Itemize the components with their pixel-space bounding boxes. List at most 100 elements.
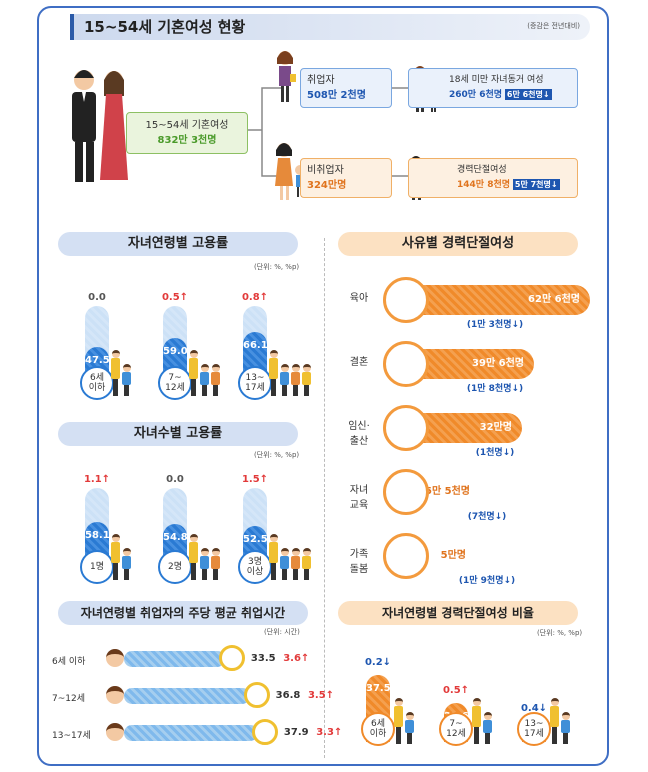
bar-value-label: 52.5: [243, 534, 268, 545]
clock-icon: [244, 682, 270, 708]
child-face-icon: [106, 723, 124, 741]
hours-value-label: 33.5: [250, 653, 276, 664]
root-value: 832만 3천명: [157, 135, 217, 146]
ratio-change-label: 0.5↑: [442, 685, 470, 697]
section-child-age-career-break: 자녀연령별 경력단절여성 비율: [338, 601, 578, 625]
reason-change-label: (7천명↓): [467, 512, 507, 522]
with-child-change: 6만 6천명↓: [504, 89, 552, 100]
person-legs-icon: [124, 385, 129, 396]
person-body-icon: [280, 372, 289, 386]
ratio-value-label: 37.5: [366, 682, 391, 694]
person-body-icon: [111, 358, 120, 379]
person-body-icon: [472, 706, 481, 727]
person-head-icon: [406, 712, 414, 720]
person-legs-icon: [474, 726, 479, 744]
person-head-icon: [281, 364, 289, 372]
reason-change-label: (1만 3천명↓): [466, 320, 524, 330]
person-body-icon: [122, 372, 131, 386]
hours-value-label: 36.8: [275, 690, 301, 701]
unit-s3: (단위: 시간): [264, 628, 300, 636]
person-body-icon: [111, 542, 120, 563]
category-circle: 13~ 17세: [238, 366, 272, 400]
hours-change-label: 3.6↑: [283, 653, 310, 664]
section-child-count-employment: 자녀수별 고용률: [58, 422, 298, 446]
employed-label: 취업자: [307, 75, 335, 86]
person-body-icon: [394, 706, 403, 727]
person-body-icon: [291, 372, 300, 386]
person-legs-icon: [304, 569, 309, 580]
person-legs-icon: [304, 385, 309, 396]
person-legs-icon: [552, 726, 557, 744]
ratio-category-circle: 7~ 12세: [439, 712, 473, 746]
reason-bar: 62만 6천명: [405, 285, 590, 315]
person-body-icon: [483, 720, 492, 734]
person-legs-icon: [202, 569, 207, 580]
category-circle: 6세 이하: [80, 366, 114, 400]
career-break-box: 경력단절여성 144만 8천명 5만 7천명↓: [408, 158, 578, 198]
section-child-age-employment: 자녀연령별 고용률: [58, 232, 298, 256]
section-work-hours: 자녀연령별 취업자의 주당 평균 취업시간: [58, 601, 308, 625]
reason-circle-icon: [383, 405, 429, 451]
person-body-icon: [200, 556, 209, 570]
person-legs-icon: [396, 726, 401, 744]
person-legs-icon: [113, 378, 118, 396]
person-head-icon: [484, 712, 492, 720]
person-head-icon: [112, 350, 120, 358]
hours-category-label: 7~12세: [52, 694, 85, 704]
career-break-value: 144만 8천명: [457, 180, 511, 190]
hours-bar: [124, 651, 226, 667]
bar-change-label: 0.5↑: [161, 292, 189, 303]
person-head-icon: [270, 534, 278, 542]
person-head-icon: [201, 548, 209, 556]
reason-label: 가족 돌봄: [349, 549, 369, 575]
hours-bar: [124, 688, 250, 704]
person-body-icon: [302, 556, 311, 570]
person-head-icon: [190, 350, 198, 358]
reason-bar: 5만 5천명: [425, 486, 470, 497]
person-body-icon: [189, 542, 198, 563]
title-bar: 15~54세 기혼여성 현황 (증감은 전년대비): [70, 14, 590, 40]
child-face-icon: [106, 649, 124, 667]
bar-value-label: 58.1: [85, 529, 110, 541]
person-head-icon: [123, 548, 131, 556]
person-legs-icon: [293, 385, 298, 396]
person-legs-icon: [271, 562, 276, 580]
person-body-icon: [302, 372, 311, 386]
category-circle: 7~ 12세: [158, 366, 192, 400]
person-head-icon: [562, 712, 570, 720]
person-legs-icon: [202, 385, 207, 396]
category-circle: 2명: [158, 550, 192, 584]
bar-value-label: 66.1: [243, 340, 268, 352]
hours-bar: [124, 725, 259, 741]
category-circle: 3명 이상: [238, 550, 272, 584]
person-legs-icon: [282, 385, 287, 396]
person-head-icon: [551, 698, 559, 706]
reason-circle-icon: [383, 469, 429, 515]
root-label: 15~54세 기혼여성: [145, 120, 229, 131]
category-circle: 1명: [80, 550, 114, 584]
reason-change-label: (1천명↓): [475, 448, 515, 458]
hours-change-label: 3.5↑: [307, 690, 335, 701]
person-legs-icon: [407, 733, 412, 744]
person-head-icon: [212, 548, 220, 556]
bar-change-label: 0.0: [88, 292, 106, 303]
unit-s2: (단위: %, %p): [254, 451, 300, 459]
person-body-icon: [269, 542, 278, 563]
person-body-icon: [561, 720, 570, 734]
career-break-change: 5만 7천명↓: [512, 179, 560, 190]
with-child-box: 18세 미만 자녀동거 여성 260만 6천명 6만 6천명↓: [408, 68, 578, 108]
bar-change-label: 1.5↑: [241, 474, 269, 485]
ratio-category-circle: 6세 이하: [361, 712, 395, 746]
person-legs-icon: [191, 562, 196, 580]
person-head-icon: [201, 364, 209, 372]
person-legs-icon: [271, 378, 276, 396]
title-note: (증감은 전년대비): [527, 22, 580, 30]
person-body-icon: [280, 556, 289, 570]
nonemployed-box: 비취업자 324만명: [300, 158, 392, 198]
person-body-icon: [291, 556, 300, 570]
person-head-icon: [292, 364, 300, 372]
bar-change-label: 1.1↑: [83, 474, 111, 485]
person-legs-icon: [213, 569, 218, 580]
person-body-icon: [122, 556, 131, 570]
person-head-icon: [212, 364, 220, 372]
